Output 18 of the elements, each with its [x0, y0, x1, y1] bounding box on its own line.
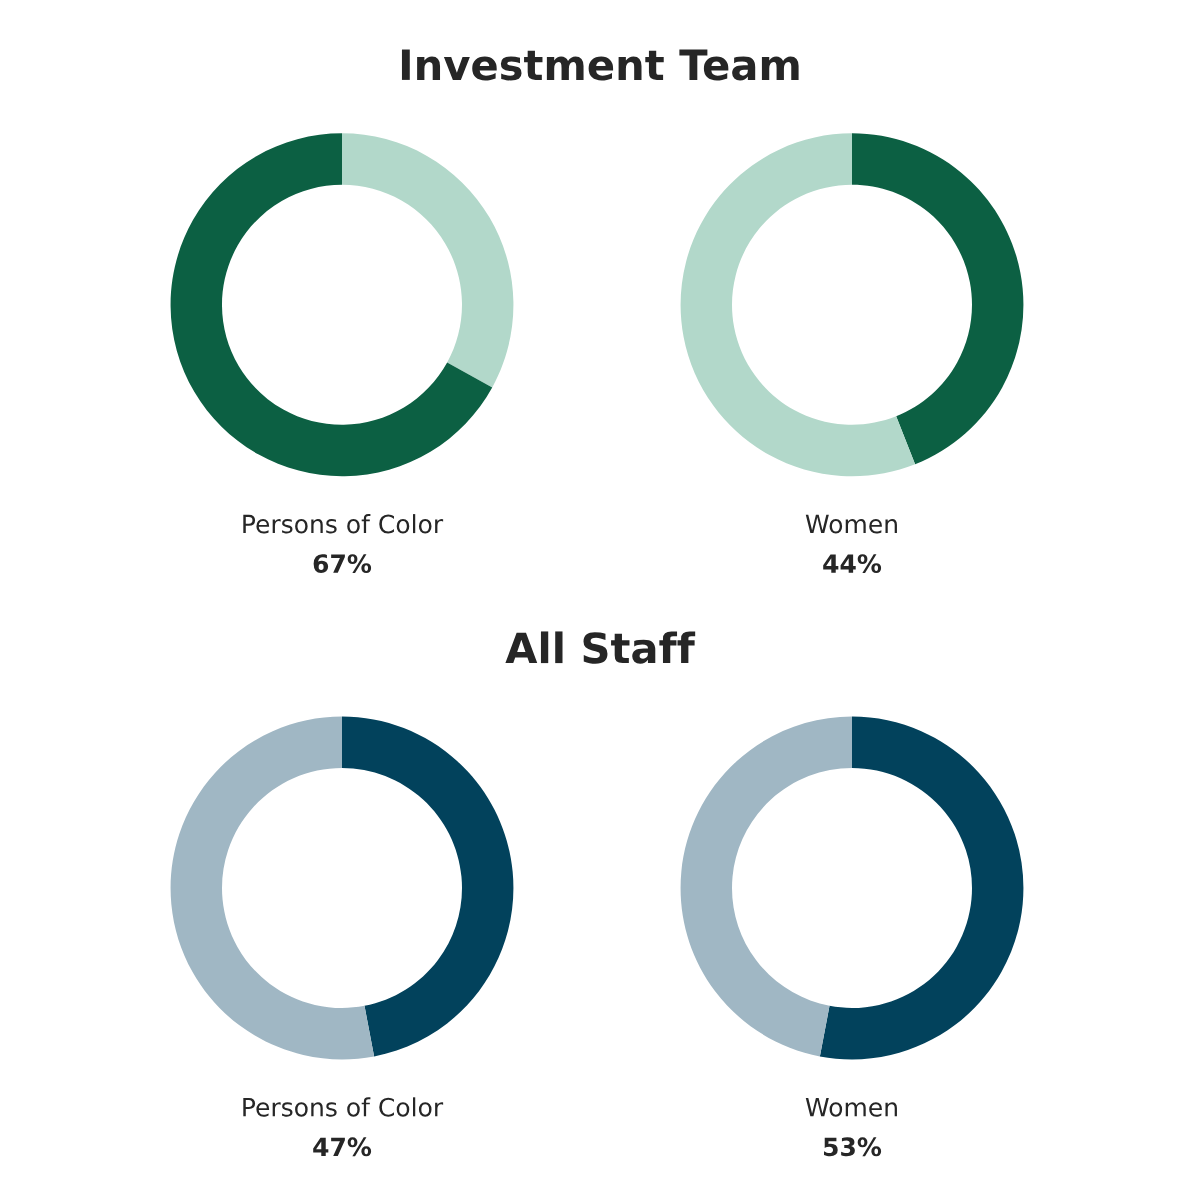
text: Persons of Color — [243, 514, 444, 534]
text: 53% — [824, 1137, 882, 1157]
text: All Staff — [505, 631, 696, 664]
donut-slice — [680, 716, 852, 1057]
text: Investment Team — [401, 49, 799, 81]
text: Women — [805, 514, 897, 534]
donut-slice — [819, 716, 1024, 1060]
donut-slice — [852, 133, 1024, 465]
text: 44% — [823, 554, 882, 574]
donut-slice — [170, 716, 375, 1060]
text: Persons of Color — [243, 1097, 444, 1117]
text: Women — [805, 1098, 897, 1117]
donut-slice — [680, 133, 916, 477]
donut-slice — [342, 133, 514, 388]
text: 47% — [313, 1137, 372, 1157]
donut-slice — [170, 133, 493, 477]
text: 67% — [313, 554, 372, 574]
donut-slice — [342, 716, 514, 1057]
